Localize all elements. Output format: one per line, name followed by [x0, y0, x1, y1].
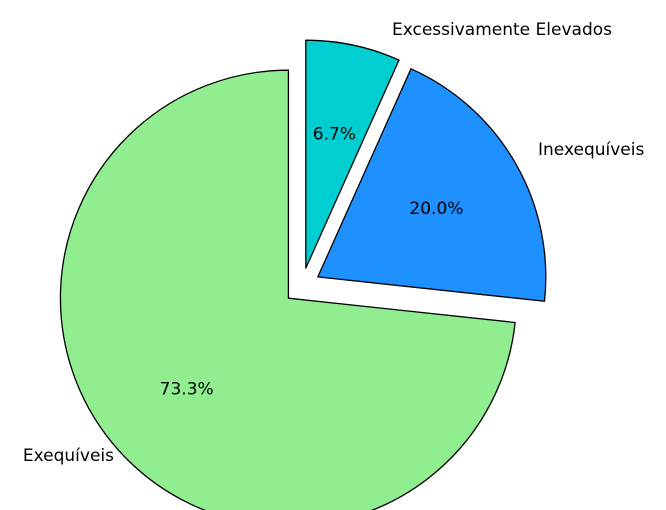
- pie-slice-inexequ-veis: [317, 68, 547, 302]
- pie-labels: 73.3% Exequíveis 20.0% Inexequíveis 6.7% Exce…: [23, 20, 645, 466]
- pie-slice-exequ-veis: [59, 69, 516, 510]
- pie-percent-label: 20.0%: [409, 199, 463, 219]
- pie-percent-label: 6.7%: [313, 124, 356, 144]
- pie-category-label: Exequíveis: [23, 446, 114, 466]
- pie-slices: [59, 39, 547, 510]
- pie-percent-label: 73.3%: [160, 380, 214, 400]
- pie-category-label: Excessivamente Elevados: [392, 20, 612, 40]
- pie-slice-excessivamente-elevados: [305, 39, 400, 269]
- pie-category-label: Inexequíveis: [538, 140, 644, 160]
